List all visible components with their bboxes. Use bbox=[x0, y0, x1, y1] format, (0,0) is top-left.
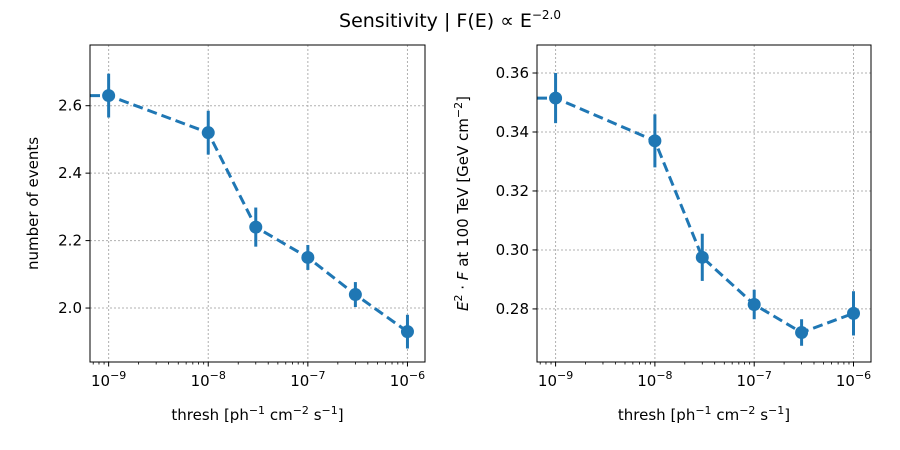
data-point bbox=[348, 288, 362, 302]
y-tick-label: 2.4 bbox=[58, 164, 82, 182]
y-tick-label: 2.6 bbox=[58, 97, 82, 115]
y-tick-label: 2.2 bbox=[58, 232, 82, 250]
x-tick-label: 10−6 bbox=[836, 369, 871, 390]
x-axis-label: thresh [ph−1 cm−2 s−1] bbox=[171, 404, 343, 424]
data-point bbox=[549, 91, 563, 105]
x-tick-label: 10−8 bbox=[191, 369, 226, 390]
axes-frame bbox=[89, 44, 426, 363]
y-tick-label: 0.28 bbox=[496, 300, 529, 318]
x-tick-label: 10−6 bbox=[390, 369, 425, 390]
panel-number-of-events: 10−9 10−8 10−7 10−6 2.0 2.2 2.4 2.6 thresh [ph−1… bbox=[24, 44, 426, 424]
x-tick-label: 10−9 bbox=[91, 369, 126, 390]
y-axis-label: E2 · F at 100 TeV [GeV cm−2] bbox=[452, 96, 472, 311]
data-point bbox=[201, 126, 215, 140]
x-tick-label: 10−8 bbox=[637, 369, 672, 390]
y-tick-label: 2.0 bbox=[58, 299, 82, 317]
y-tick-label: 0.36 bbox=[496, 64, 529, 82]
data-point bbox=[695, 250, 709, 264]
data-point bbox=[847, 306, 861, 320]
data-point bbox=[795, 326, 809, 340]
data-point bbox=[648, 134, 662, 148]
x-tick-label: 10−9 bbox=[538, 369, 573, 390]
data-point bbox=[301, 250, 315, 264]
x-tick-label: 10−7 bbox=[290, 369, 325, 390]
data-layer bbox=[90, 73, 414, 349]
panel-e2-flux: 10−9 10−8 10−7 10−6 0.28 0.30 0.32 0.34 0.36 thre… bbox=[452, 44, 872, 424]
series-line bbox=[537, 96, 855, 335]
y-tick-label: 0.30 bbox=[496, 241, 529, 259]
y-axis-label: number of events bbox=[24, 137, 42, 270]
data-layer bbox=[537, 73, 861, 346]
data-point bbox=[400, 325, 414, 339]
data-point bbox=[747, 297, 761, 311]
x-axis-label: thresh [ph−1 cm−2 s−1] bbox=[618, 404, 790, 424]
x-tick-label: 10−7 bbox=[737, 369, 772, 390]
figure-title: Sensitivity | F(E) ∝ E−2.0 bbox=[339, 8, 561, 32]
axes-frame bbox=[536, 44, 872, 363]
y-tick-label: 0.32 bbox=[496, 182, 529, 200]
y-tick-label: 0.34 bbox=[496, 123, 529, 141]
data-point bbox=[249, 220, 263, 234]
data-point bbox=[102, 89, 116, 103]
